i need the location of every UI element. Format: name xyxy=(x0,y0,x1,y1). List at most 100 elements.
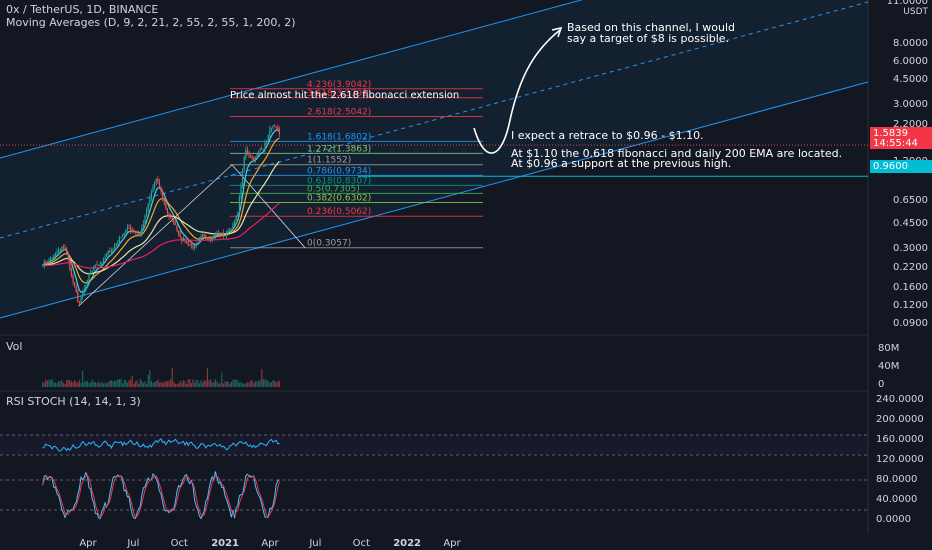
candle-body xyxy=(262,149,265,150)
candle-body xyxy=(254,157,257,161)
candle-body xyxy=(94,264,97,266)
fib-level-label: 4.236(3.9042) xyxy=(307,80,371,90)
stoch-k-line[interactable] xyxy=(42,471,280,520)
volume-bar xyxy=(272,380,274,387)
volume-bar xyxy=(131,375,133,387)
rsi-tick-label: 160.0000 xyxy=(876,434,924,445)
candle-body xyxy=(109,250,111,253)
rsi-tick-label: 120.0000 xyxy=(876,454,924,465)
volume-bar xyxy=(147,375,149,387)
volume-bar xyxy=(101,381,103,387)
candle-body xyxy=(107,250,109,255)
volume-bar xyxy=(130,379,132,387)
volume-bar xyxy=(104,382,106,387)
volume-bar xyxy=(186,383,188,387)
volume-bar xyxy=(264,379,266,387)
volume-bar xyxy=(173,381,175,387)
candle-body xyxy=(182,238,185,241)
candle-body xyxy=(278,129,281,135)
channel-upper-line[interactable] xyxy=(0,0,868,159)
candle-body xyxy=(74,282,76,287)
candle-body xyxy=(48,259,50,263)
candle-body xyxy=(181,237,183,241)
price-tick-label: 8.0000 xyxy=(893,38,928,49)
candle-body xyxy=(139,233,141,235)
candle-body xyxy=(114,245,116,249)
volume-bar xyxy=(110,380,113,387)
candle-body xyxy=(173,218,175,225)
volume-bar xyxy=(75,382,77,387)
candle-body xyxy=(274,125,276,127)
fib-level-label: 0.236(0.5062) xyxy=(307,207,371,217)
volume-bar xyxy=(98,381,100,387)
price-tick-label: 0.2200 xyxy=(893,262,928,274)
candle-body xyxy=(125,229,127,233)
rsi-line[interactable] xyxy=(42,438,280,452)
candle-body xyxy=(238,196,241,212)
volume-bar xyxy=(120,379,122,387)
volume-bar xyxy=(261,368,263,387)
candle-body xyxy=(104,257,106,259)
fib-extension-note: Price almost hit the 2.618 fibonacci ext… xyxy=(230,90,460,101)
price-tick-label: 0.4500 xyxy=(893,217,928,229)
stoch-d-line[interactable] xyxy=(42,474,280,518)
volume-bar xyxy=(176,383,178,387)
candle-body xyxy=(75,286,77,293)
volume-bar xyxy=(213,381,215,387)
candle-body xyxy=(146,210,148,216)
fib-anchor-line[interactable] xyxy=(78,164,233,307)
candle-body xyxy=(261,148,263,150)
time-tick-label: Apr xyxy=(79,538,97,549)
channel-lower-line[interactable] xyxy=(0,81,869,319)
candle-body xyxy=(229,228,231,232)
candle-body xyxy=(240,185,242,197)
volume-bar xyxy=(174,383,177,387)
candle-body xyxy=(43,261,45,266)
price-tick-label: 0.1200 xyxy=(893,300,928,312)
fib-anchor-line-2[interactable] xyxy=(231,164,306,248)
arrow-head-icon xyxy=(551,26,563,38)
volume-bar xyxy=(118,379,121,387)
candle-body xyxy=(211,236,213,240)
candle-body xyxy=(42,265,44,267)
volume-bar xyxy=(235,379,237,387)
fib-level-label: 2.618(2.5042) xyxy=(307,107,371,117)
target-projection-arrow[interactable] xyxy=(473,29,561,154)
volume-bar xyxy=(178,383,180,387)
volume-bar xyxy=(221,372,223,387)
ma-21-line[interactable] xyxy=(42,137,280,284)
volume-bar xyxy=(51,379,53,387)
volume-bar xyxy=(190,383,193,387)
volume-bar xyxy=(46,380,49,387)
volume-bar xyxy=(162,382,164,387)
candle-body xyxy=(150,192,153,198)
volume-bar xyxy=(88,382,90,387)
volume-bar xyxy=(234,379,236,387)
volume-bar xyxy=(155,381,157,387)
candle-body xyxy=(253,157,255,161)
channel-mid-line[interactable] xyxy=(0,1,869,239)
volume-bar xyxy=(134,381,137,387)
candle-body xyxy=(77,292,79,302)
target-note-line2: say a target of $8 is possible. xyxy=(567,32,730,45)
candle-body xyxy=(130,227,132,231)
candle-body xyxy=(272,125,274,128)
rsi-stoch-label: RSI STOCH (14, 14, 1, 3) xyxy=(6,395,141,408)
ma-55-line[interactable] xyxy=(42,161,280,275)
volume-tick-label: 80M xyxy=(878,343,900,354)
candle-body xyxy=(256,154,258,158)
candle-body xyxy=(115,243,117,246)
time-tick-label: Jul xyxy=(126,538,139,549)
candle-body xyxy=(155,178,157,183)
ma-200-line[interactable] xyxy=(42,202,280,269)
volume-bar xyxy=(171,368,173,387)
candle-body xyxy=(66,247,68,254)
volume-bar xyxy=(206,368,209,387)
volume-bar xyxy=(197,380,199,387)
candle-body xyxy=(213,235,215,237)
volume-bar xyxy=(218,383,220,387)
fib-level-label: 0.5(0.7305) xyxy=(307,184,360,194)
volume-bar xyxy=(77,382,79,387)
